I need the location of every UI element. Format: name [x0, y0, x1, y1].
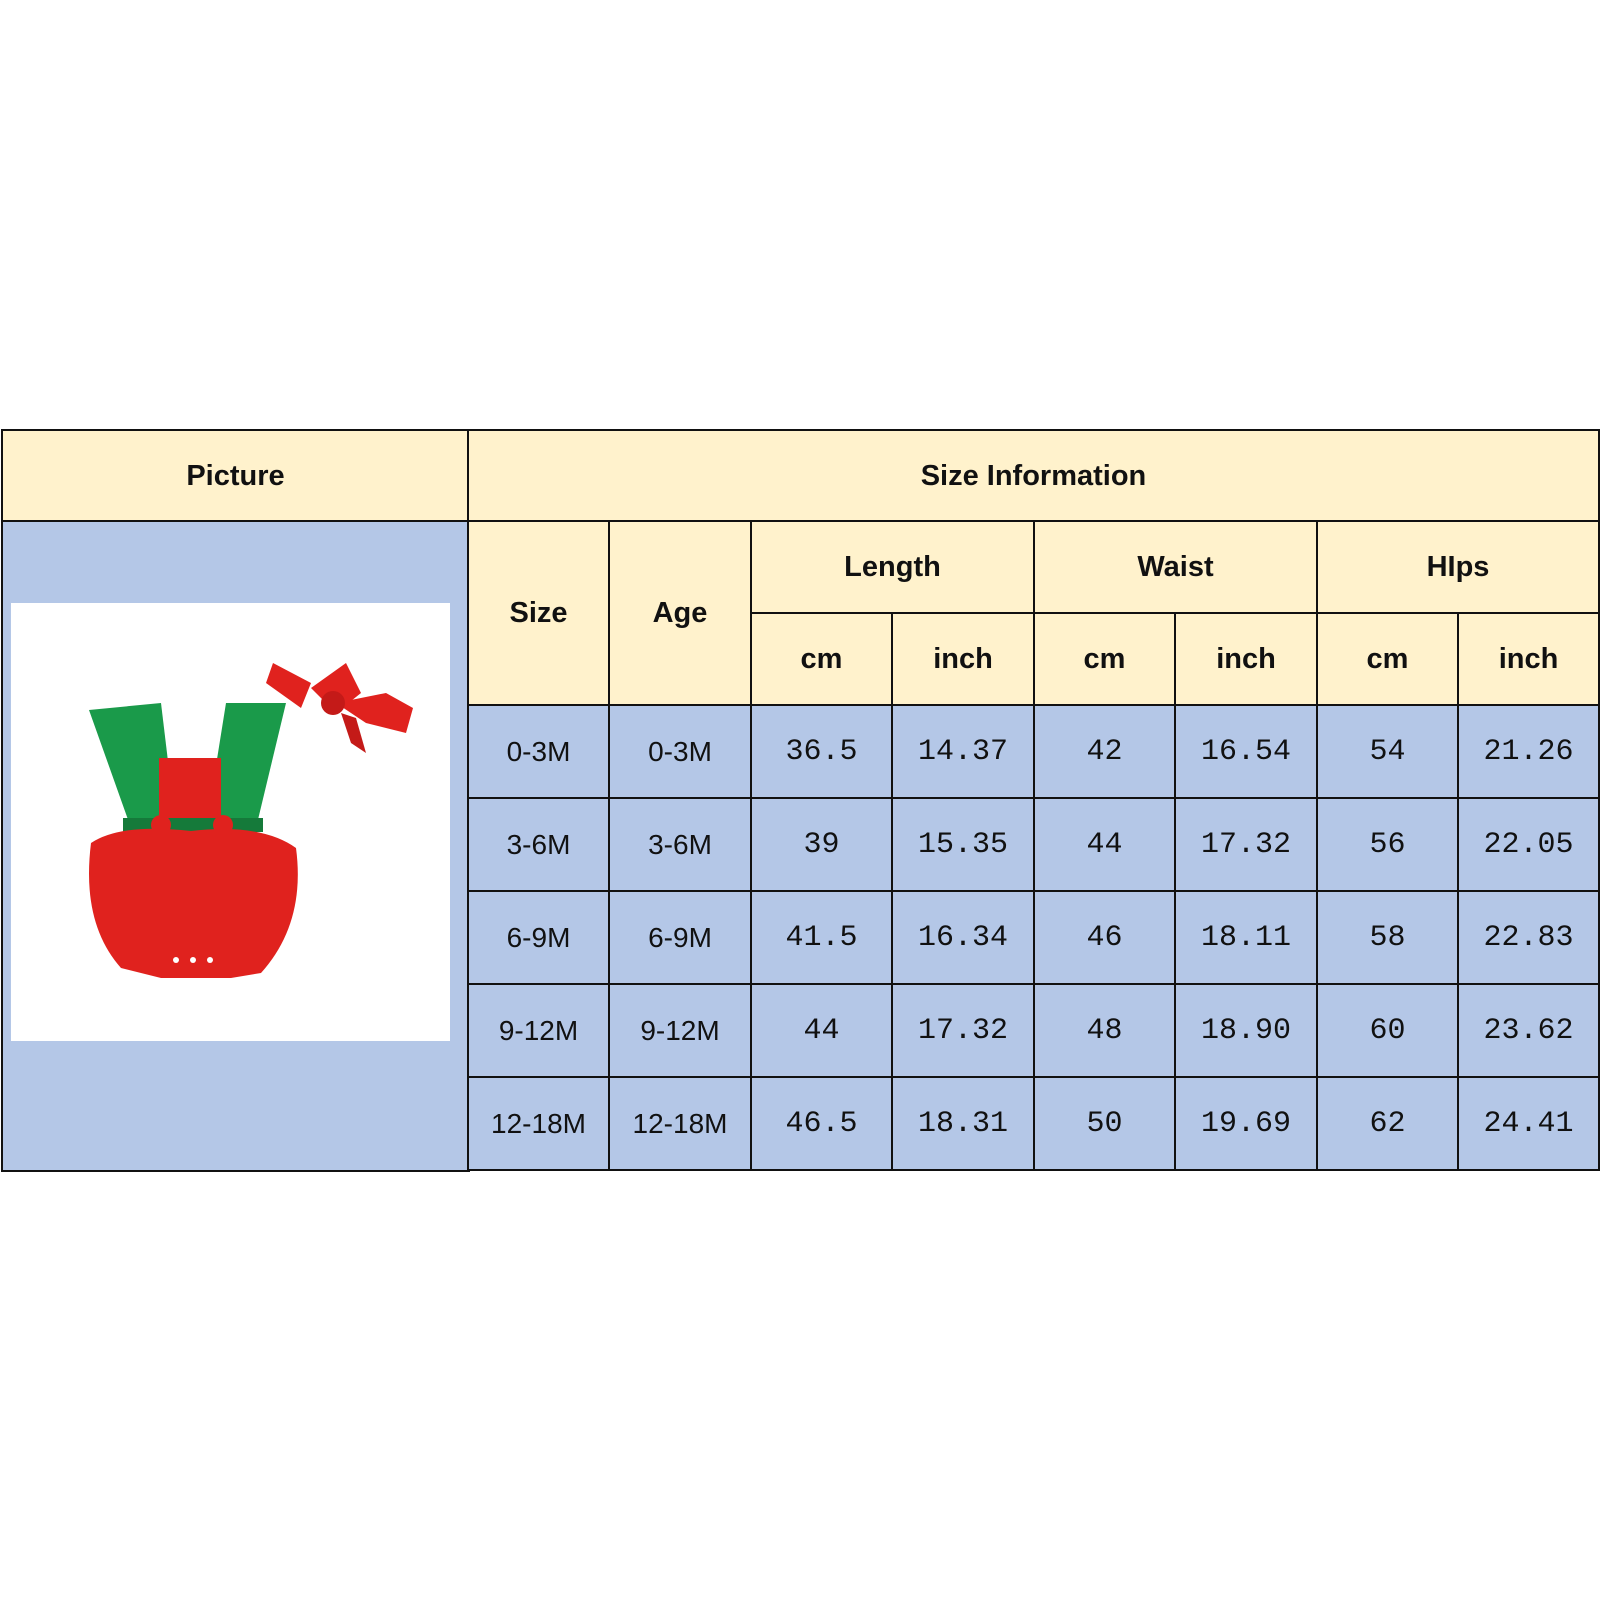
measurement-cell: 24.41: [1457, 1076, 1600, 1171]
column-header-size: Size: [467, 520, 610, 706]
measurement-cell: 48: [1033, 983, 1176, 1078]
measurement-cell: 46.5: [750, 1076, 893, 1171]
measurement-cell: 18.11: [1174, 890, 1318, 985]
size-label-cell: 6-9M: [467, 890, 610, 985]
measurement-cell: 16.54: [1174, 704, 1318, 799]
unit-header-cm: cm: [750, 612, 893, 706]
column-group-length: Length: [750, 520, 1035, 614]
measurement-cell: 16.34: [891, 890, 1035, 985]
measurement-cell: 15.35: [891, 797, 1035, 892]
measurement-cell: 14.37: [891, 704, 1035, 799]
size-label-cell: 0-3M: [467, 704, 610, 799]
size-label-cell: 3-6M: [467, 797, 610, 892]
size-label-cell: 0-3M: [608, 704, 752, 799]
measurement-cell: 17.32: [891, 983, 1035, 1078]
column-header-age: Age: [608, 520, 752, 706]
measurement-cell: 17.32: [1174, 797, 1318, 892]
column-group-waist: Waist: [1033, 520, 1318, 614]
size-label-cell: 12-18M: [467, 1076, 610, 1171]
measurement-cell: 44: [750, 983, 893, 1078]
header-size-information: Size Information: [467, 429, 1600, 523]
unit-header-cm: cm: [1033, 612, 1176, 706]
measurement-cell: 42: [1033, 704, 1176, 799]
size-label-cell: 6-9M: [608, 890, 752, 985]
measurement-cell: 44: [1033, 797, 1176, 892]
measurement-cell: 62: [1316, 1076, 1459, 1171]
measurement-cell: 22.83: [1457, 890, 1600, 985]
header-picture: Picture: [1, 429, 470, 523]
size-label-cell: 12-18M: [608, 1076, 752, 1171]
size-label-cell: 9-12M: [467, 983, 610, 1078]
measurement-cell: 39: [750, 797, 893, 892]
measurement-cell: 41.5: [750, 890, 893, 985]
romper-icon: [89, 703, 298, 978]
size-label-cell: 3-6M: [608, 797, 752, 892]
measurement-cell: 22.05: [1457, 797, 1600, 892]
measurement-cell: 46: [1033, 890, 1176, 985]
measurement-cell: 58: [1316, 890, 1459, 985]
measurement-cell: 54: [1316, 704, 1459, 799]
romper-with-headband-image: [11, 603, 450, 1041]
unit-header-inch: inch: [1174, 612, 1318, 706]
measurement-cell: 21.26: [1457, 704, 1600, 799]
unit-header-cm: cm: [1316, 612, 1459, 706]
measurement-cell: 19.69: [1174, 1076, 1318, 1171]
headband-bow-icon: [266, 663, 413, 753]
measurement-cell: 56: [1316, 797, 1459, 892]
measurement-cell: 50: [1033, 1076, 1176, 1171]
measurement-cell: 36.5: [750, 704, 893, 799]
measurement-cell: 18.90: [1174, 983, 1318, 1078]
unit-header-inch: inch: [1457, 612, 1600, 706]
measurement-cell: 23.62: [1457, 983, 1600, 1078]
size-label-cell: 9-12M: [608, 983, 752, 1078]
measurement-cell: 60: [1316, 983, 1459, 1078]
column-group-hips: HIps: [1316, 520, 1600, 614]
measurement-cell: 18.31: [891, 1076, 1035, 1171]
unit-header-inch: inch: [891, 612, 1035, 706]
